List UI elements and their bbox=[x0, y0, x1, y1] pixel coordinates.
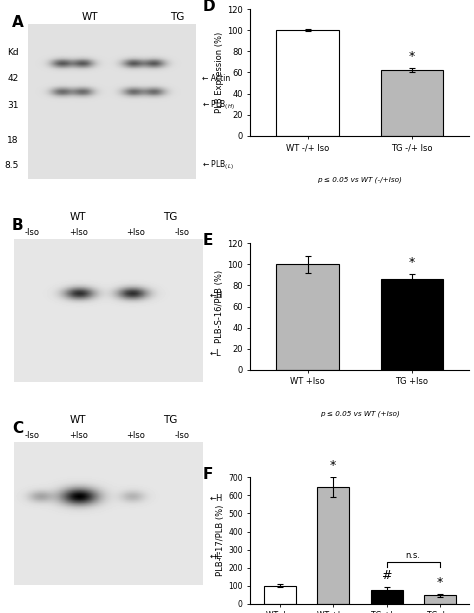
Text: ←L: ←L bbox=[210, 552, 221, 562]
Bar bbox=[276, 30, 339, 135]
Text: +Iso: +Iso bbox=[127, 228, 146, 237]
Text: *: * bbox=[330, 459, 336, 472]
Text: TG: TG bbox=[163, 415, 177, 425]
Text: ←H: ←H bbox=[210, 291, 223, 300]
Text: E: E bbox=[202, 233, 213, 248]
Bar bbox=[317, 487, 349, 604]
Text: D: D bbox=[202, 0, 215, 14]
Text: C: C bbox=[12, 421, 23, 436]
Text: WT: WT bbox=[70, 212, 87, 222]
Text: +Iso: +Iso bbox=[69, 228, 88, 237]
Bar bbox=[381, 279, 443, 370]
Text: *: * bbox=[409, 256, 415, 268]
Text: p ≤ 0.05 vs WT (+Iso): p ≤ 0.05 vs WT (+Iso) bbox=[320, 410, 400, 417]
Text: 31: 31 bbox=[7, 101, 18, 110]
Text: ← Actin: ← Actin bbox=[202, 74, 231, 83]
Text: WT: WT bbox=[82, 12, 98, 22]
Text: ← PLB$_{(L)}$: ← PLB$_{(L)}$ bbox=[202, 159, 234, 172]
Text: WT: WT bbox=[70, 415, 87, 425]
Text: -Iso: -Iso bbox=[174, 431, 189, 440]
Bar bbox=[424, 595, 456, 604]
Text: *: * bbox=[409, 50, 415, 63]
Text: -Iso: -Iso bbox=[25, 228, 40, 237]
Y-axis label: PLB-S-16/PLB (%): PLB-S-16/PLB (%) bbox=[215, 270, 224, 343]
Text: F: F bbox=[202, 467, 213, 482]
Text: ← PLB$_{(H)}$: ← PLB$_{(H)}$ bbox=[202, 98, 235, 112]
Text: TG: TG bbox=[163, 212, 177, 222]
Text: *: * bbox=[437, 576, 443, 588]
Text: TG: TG bbox=[170, 12, 184, 22]
Text: #: # bbox=[381, 569, 392, 582]
Text: n.s.: n.s. bbox=[406, 550, 421, 560]
Text: p ≤ 0.05 vs WT (-/+Iso): p ≤ 0.05 vs WT (-/+Iso) bbox=[318, 176, 402, 183]
Text: -Iso: -Iso bbox=[25, 431, 40, 440]
Y-axis label: PLB Expression (%): PLB Expression (%) bbox=[215, 32, 224, 113]
Y-axis label: PLB-T-17/PLB (%): PLB-T-17/PLB (%) bbox=[217, 505, 226, 576]
Text: ←L: ←L bbox=[210, 349, 221, 358]
Text: Kd: Kd bbox=[7, 48, 18, 57]
Text: 42: 42 bbox=[8, 74, 18, 83]
Text: +Iso: +Iso bbox=[127, 431, 146, 440]
Bar bbox=[264, 586, 296, 604]
Text: -Iso: -Iso bbox=[174, 228, 189, 237]
Bar bbox=[381, 70, 443, 135]
Text: ←H: ←H bbox=[210, 494, 223, 503]
Text: 18: 18 bbox=[7, 137, 18, 145]
Bar bbox=[371, 590, 402, 604]
Bar bbox=[276, 264, 339, 370]
Text: 8.5: 8.5 bbox=[4, 161, 18, 170]
Text: B: B bbox=[12, 218, 23, 233]
Text: +Iso: +Iso bbox=[69, 431, 88, 440]
Text: A: A bbox=[12, 15, 24, 30]
